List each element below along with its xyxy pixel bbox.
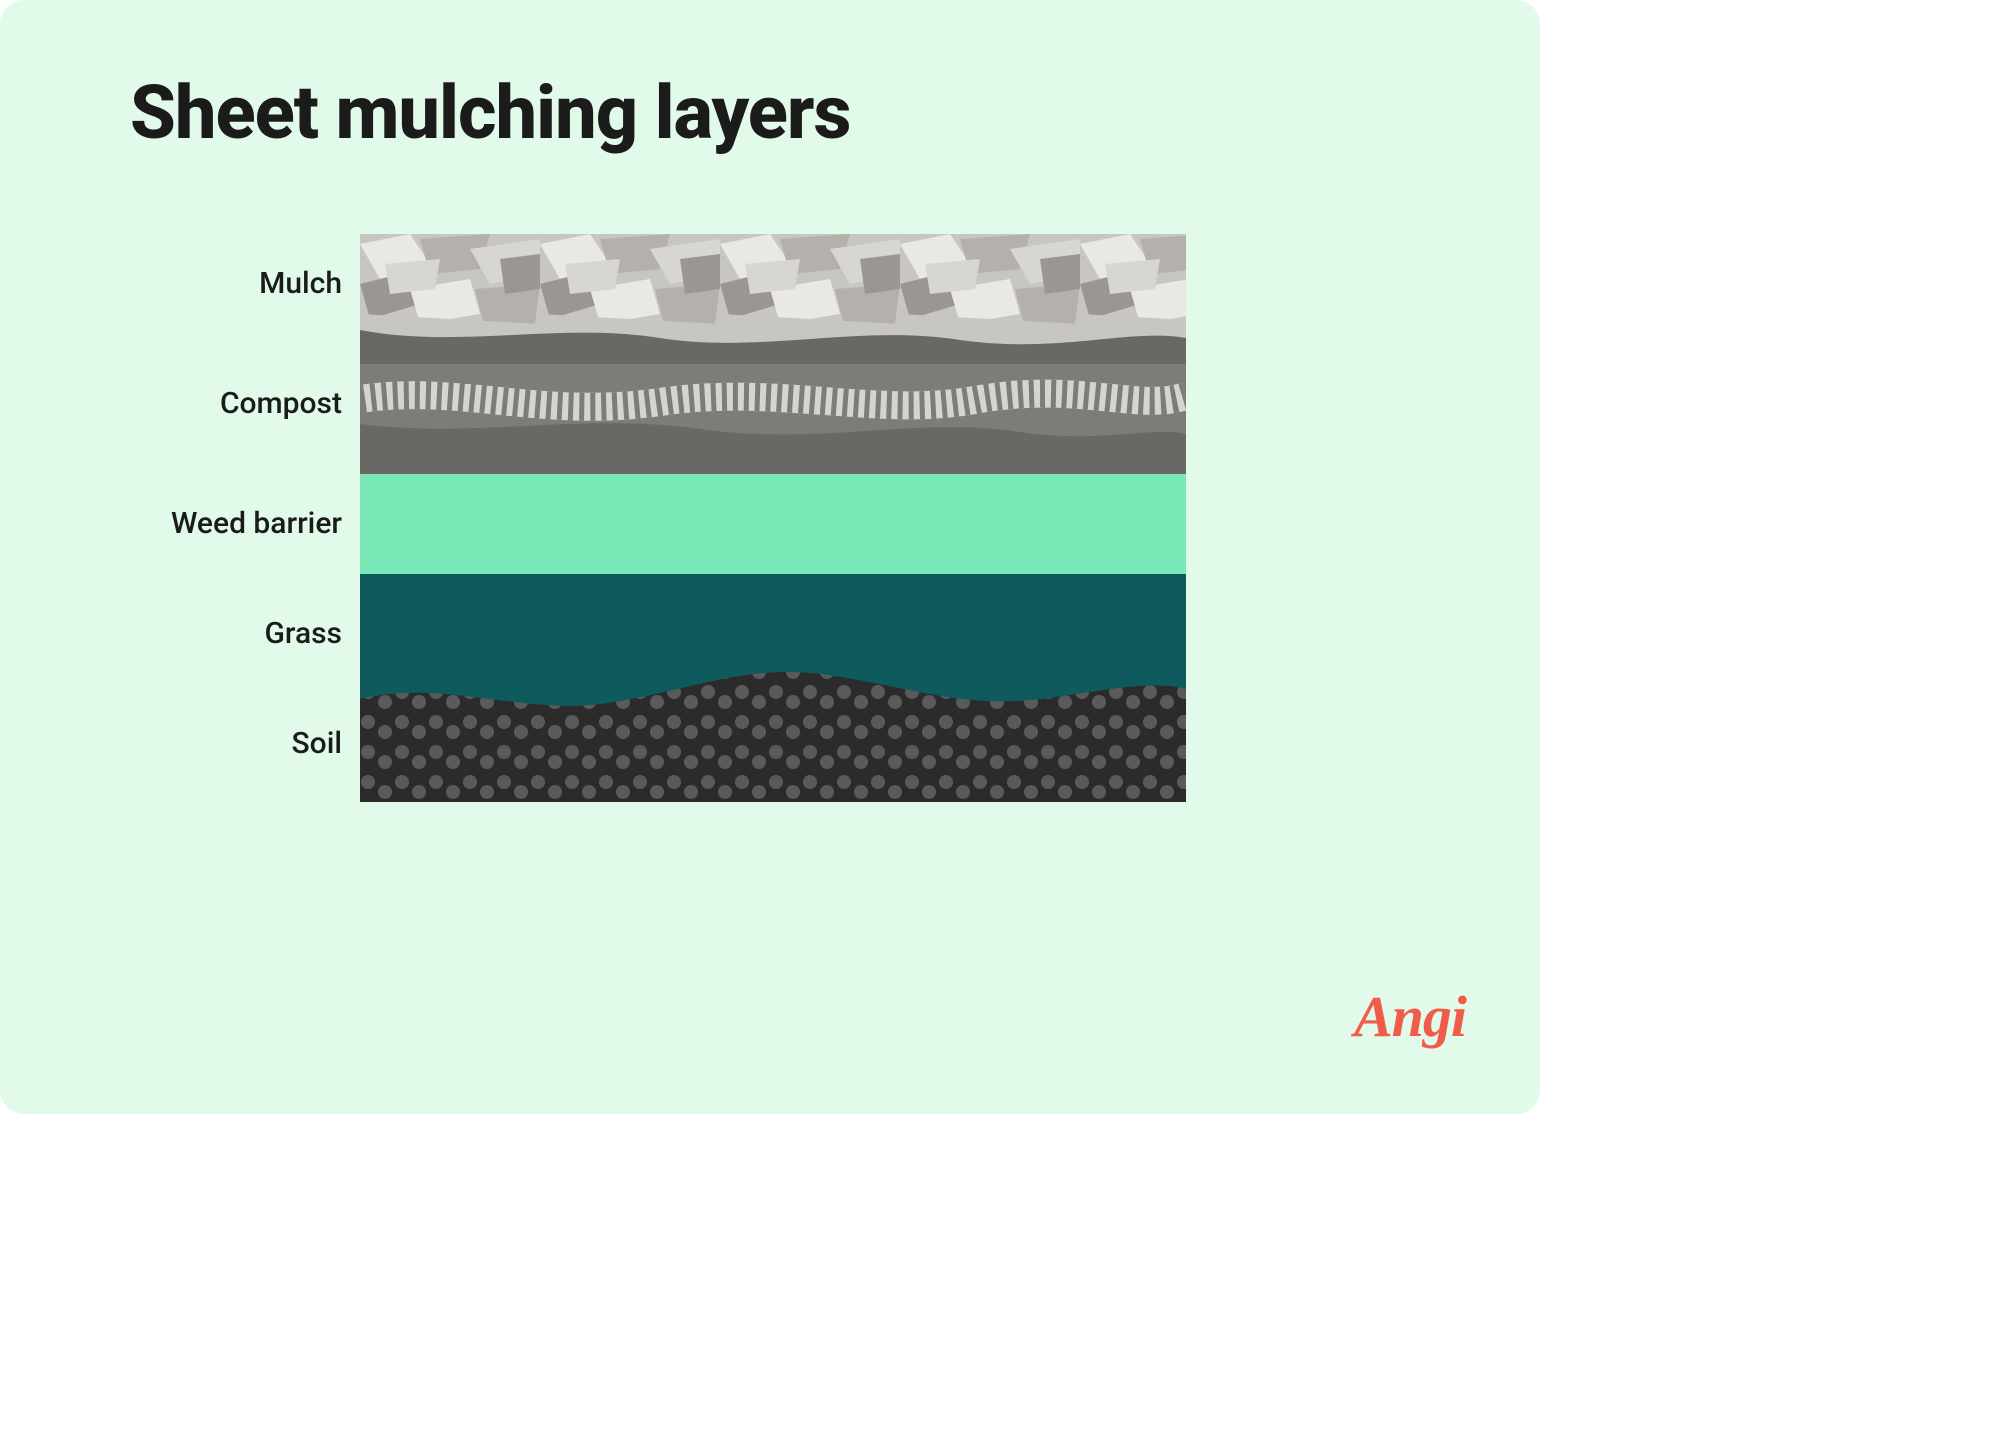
compost-ribs [360, 394, 1186, 407]
label-soil: Soil [0, 726, 342, 761]
layer-weed-barrier [360, 474, 1186, 574]
label-grass: Grass [0, 616, 342, 651]
label-compost: Compost [0, 386, 342, 421]
page-title: Sheet mulching layers [130, 70, 850, 157]
brand-logo: Angi [1354, 983, 1466, 1050]
layer-labels: Mulch Compost Weed barrier Grass Soil [0, 234, 342, 802]
layer-mulch [360, 234, 1186, 352]
infographic-card: Sheet mulching layers Mulch Compost Weed… [0, 0, 1540, 1114]
label-weed-barrier: Weed barrier [0, 506, 342, 541]
label-mulch: Mulch [0, 266, 342, 301]
layers-diagram [360, 234, 1186, 802]
